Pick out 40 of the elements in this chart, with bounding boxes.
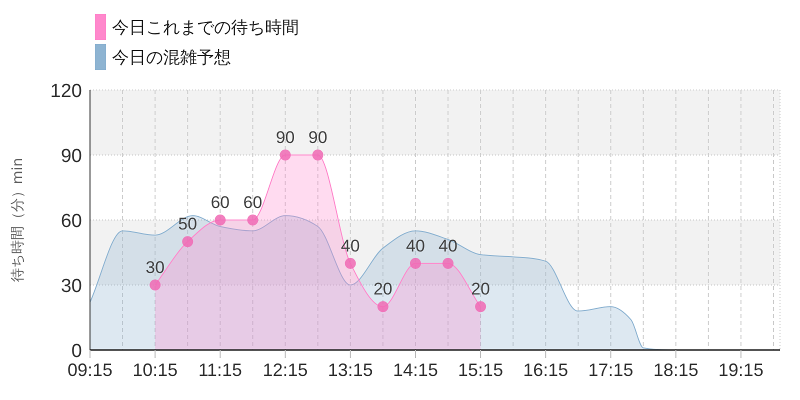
point [312, 150, 324, 160]
point [475, 301, 486, 312]
y-tick-label: 0 [71, 341, 82, 362]
y-tick-label: 120 [50, 81, 82, 102]
data-label: 90 [308, 128, 328, 147]
point [247, 214, 258, 226]
data-label: 40 [406, 236, 425, 256]
data-label: 20 [471, 280, 490, 299]
x-tick-label: 16:15 [523, 360, 568, 380]
point [182, 236, 194, 248]
point [150, 280, 161, 290]
x-tick-label: 19:15 [718, 360, 764, 380]
x-tick-label: 13:15 [328, 360, 373, 380]
x-tick-label: 09:15 [67, 360, 113, 380]
x-tick-label: 14:15 [392, 360, 438, 380]
data-label: 30 [146, 258, 165, 277]
x-tick-label: 17:15 [588, 360, 634, 380]
data-label: 90 [276, 128, 295, 147]
point [280, 150, 291, 160]
x-tick-label: 18:15 [653, 360, 698, 380]
y-tick-label: 90 [60, 146, 82, 167]
data-label: 60 [243, 193, 262, 212]
legend-label: 今日の混雑予想 [112, 48, 231, 68]
x-tick-label: 12:15 [262, 360, 308, 380]
data-label: 20 [373, 280, 392, 299]
x-tick-label: 11:15 [198, 360, 242, 380]
y-tick-label: 60 [60, 211, 82, 232]
point [377, 301, 388, 312]
legend-label: 今日これまでの待ち時間 [112, 18, 299, 38]
y-tick-label: 30 [60, 276, 82, 297]
point [344, 258, 356, 269]
x-tick-label: 15:15 [458, 360, 504, 380]
data-label: 50 [178, 214, 198, 234]
y-axis-title: 待ち時間（分）min [10, 158, 26, 282]
point [410, 258, 421, 269]
point [214, 214, 226, 226]
x-tick-label: 10:15 [132, 360, 178, 380]
data-label: 40 [438, 236, 458, 256]
point [442, 258, 454, 269]
data-label: 60 [210, 193, 230, 212]
